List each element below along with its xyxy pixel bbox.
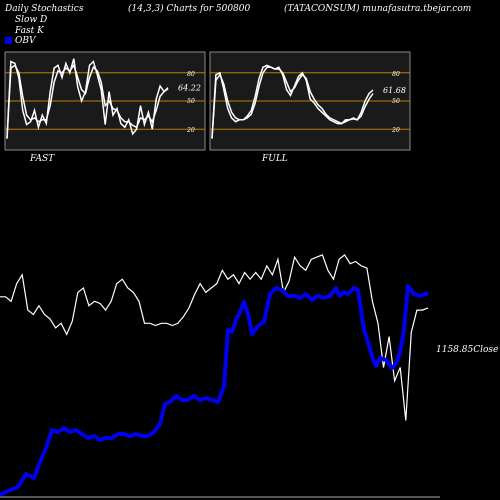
fast-tick-label-20: 20 (186, 127, 195, 134)
full-panel: 20 50 80 61.68 FULL (209, 51, 411, 164)
full-tick-label-20: 20 (391, 127, 400, 134)
fast-panel-title: FAST (29, 154, 55, 164)
fast-k-swatch (5, 27, 12, 34)
header-middle: (14,3,3) Charts for 500800 (128, 4, 251, 14)
fast-series-0 (6, 58, 169, 139)
slow-d-swatch (5, 16, 12, 23)
full-tick-label-50: 50 (392, 98, 400, 105)
full-series-1 (211, 66, 374, 139)
fast-panel: 20 50 80 64.22 FAST (4, 51, 206, 164)
obv-label: OBV (15, 36, 36, 46)
price-obv-panel: 1158.85Close (0, 254, 498, 498)
full-tick-label-80: 80 (392, 71, 400, 78)
close-last-label: 1158.85Close (436, 345, 498, 355)
fast-series-1 (6, 63, 169, 139)
header-right: (TATACONSUM) munafasutra.tbejar.com (284, 4, 472, 14)
fast-k-label: Fast K (15, 26, 44, 36)
fast-last-value-label: 64.22 (178, 84, 201, 93)
close-series-line (0, 254, 429, 421)
fast-tick-label-50: 50 (187, 98, 195, 105)
legend-obv: OBV (5, 36, 36, 46)
full-last-value-label: 61.68 (383, 86, 406, 95)
legend-slow-d: Slow D (5, 15, 47, 25)
slow-d-label: Slow D (15, 15, 48, 25)
header-left: Daily Stochastics (5, 4, 84, 14)
legend-fast-k: Fast K (5, 26, 44, 36)
fast-tick-label-80: 80 (187, 71, 195, 78)
obv-swatch (5, 37, 12, 44)
obv-series-line (0, 284, 429, 497)
full-panel-title: FULL (261, 154, 288, 164)
